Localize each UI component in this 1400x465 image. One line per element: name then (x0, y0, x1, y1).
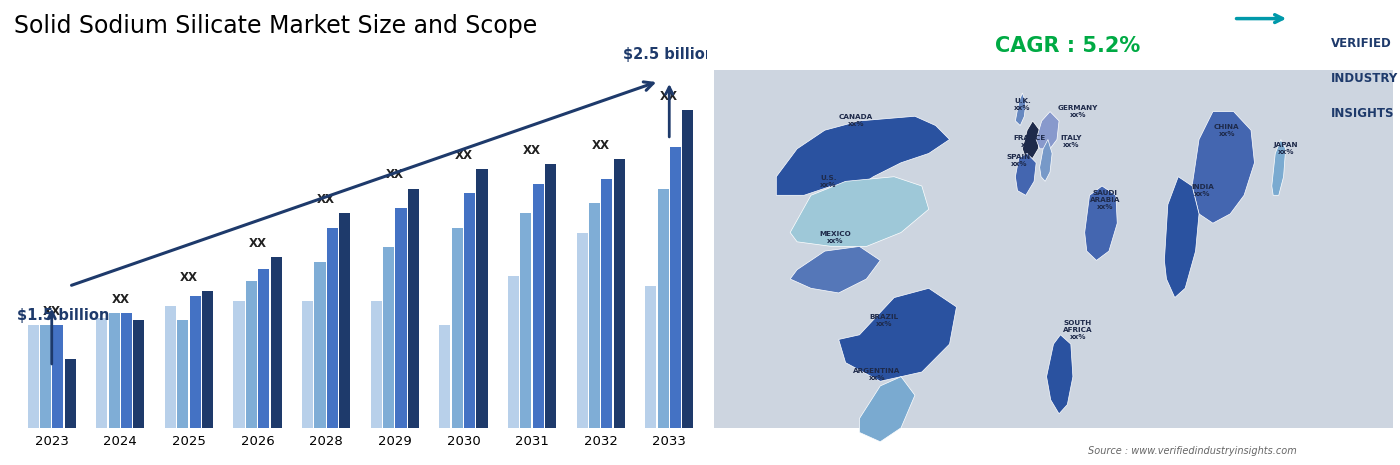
Text: XX: XX (43, 305, 60, 318)
Bar (645, 286, 657, 428)
Bar (682, 111, 693, 428)
Bar (189, 296, 200, 428)
Bar (508, 276, 519, 428)
Bar (452, 228, 463, 428)
Bar (384, 247, 395, 428)
Text: BRAZIL
xx%: BRAZIL xx% (869, 314, 899, 327)
Polygon shape (1085, 186, 1117, 260)
Bar (246, 281, 258, 428)
Bar (601, 179, 612, 428)
Bar (64, 359, 76, 428)
Text: VERIFIED: VERIFIED (1330, 37, 1392, 50)
Text: Solid Sodium Silicate Market Size and Scope: Solid Sodium Silicate Market Size and Sc… (14, 14, 538, 38)
Bar (165, 306, 176, 428)
Bar (577, 232, 588, 428)
Bar (545, 164, 556, 428)
Polygon shape (1015, 153, 1036, 195)
Text: XX: XX (592, 139, 609, 152)
Polygon shape (1036, 112, 1058, 149)
Bar (521, 213, 532, 428)
Text: GERMANY
xx%: GERMANY xx% (1057, 105, 1098, 118)
Bar (258, 269, 269, 428)
Text: SOUTH
AFRICA
xx%: SOUTH AFRICA xx% (1063, 320, 1092, 340)
Polygon shape (1191, 112, 1254, 223)
Text: INDUSTRY: INDUSTRY (1330, 72, 1399, 85)
Text: Source : www.verifiedindustryinsights.com: Source : www.verifiedindustryinsights.co… (1088, 445, 1296, 456)
Text: XX: XX (249, 237, 266, 250)
Bar (97, 318, 108, 428)
Bar (178, 320, 189, 428)
Text: ITALY
xx%: ITALY xx% (1060, 135, 1082, 148)
Bar (463, 193, 475, 428)
Bar (52, 326, 63, 428)
Text: ARGENTINA
xx%: ARGENTINA xx% (853, 368, 900, 381)
Bar (120, 313, 132, 428)
Bar (270, 257, 281, 428)
Text: INDIA
xx%: INDIA xx% (1191, 184, 1214, 197)
Text: XX: XX (524, 144, 540, 157)
Bar (658, 189, 669, 428)
Polygon shape (776, 116, 949, 195)
Bar (371, 301, 382, 428)
Text: CAGR : 5.2%: CAGR : 5.2% (995, 36, 1140, 57)
Text: $2.5 billion: $2.5 billion (623, 46, 715, 62)
Text: CANADA
xx%: CANADA xx% (839, 114, 874, 127)
Text: MEXICO
xx%: MEXICO xx% (819, 231, 851, 244)
Bar (28, 326, 39, 428)
Bar (476, 169, 487, 428)
Polygon shape (839, 288, 956, 381)
Text: XX: XX (661, 90, 678, 103)
Bar (669, 147, 680, 428)
Polygon shape (1040, 140, 1053, 181)
Text: INSIGHTS: INSIGHTS (1330, 107, 1394, 120)
Text: XX: XX (318, 193, 335, 206)
Text: $1.5 billion: $1.5 billion (17, 308, 109, 323)
Text: XX: XX (181, 271, 197, 284)
Polygon shape (1271, 140, 1285, 195)
Text: XX: XX (112, 293, 129, 306)
Bar (589, 203, 601, 428)
Bar (202, 291, 213, 428)
Text: FRANCE
xx%: FRANCE xx% (1014, 135, 1046, 148)
Bar (41, 326, 52, 428)
Text: XX: XX (455, 149, 472, 162)
Text: U.K.
xx%: U.K. xx% (1014, 98, 1030, 111)
Text: JAPAN
xx%: JAPAN xx% (1274, 142, 1298, 155)
FancyBboxPatch shape (714, 70, 1393, 428)
Polygon shape (860, 377, 916, 442)
Bar (395, 208, 406, 428)
Polygon shape (1047, 335, 1072, 414)
Text: XX: XX (386, 168, 403, 181)
Bar (532, 184, 543, 428)
Polygon shape (790, 177, 928, 246)
Bar (407, 189, 419, 428)
Bar (315, 262, 326, 428)
Bar (234, 301, 245, 428)
Bar (339, 213, 350, 428)
Bar (440, 326, 451, 428)
Text: SAUDI
ARABIA
xx%: SAUDI ARABIA xx% (1091, 190, 1121, 210)
Polygon shape (790, 246, 881, 293)
Text: CHINA
xx%: CHINA xx% (1214, 124, 1239, 137)
Bar (109, 313, 120, 428)
Polygon shape (1022, 121, 1040, 158)
Bar (326, 228, 337, 428)
Text: U.S.
xx%: U.S. xx% (820, 175, 837, 188)
Polygon shape (1015, 93, 1026, 126)
Bar (302, 301, 314, 428)
Polygon shape (1165, 177, 1198, 298)
Text: SPAIN
xx%: SPAIN xx% (1007, 154, 1030, 167)
Bar (133, 320, 144, 428)
Bar (613, 159, 624, 428)
